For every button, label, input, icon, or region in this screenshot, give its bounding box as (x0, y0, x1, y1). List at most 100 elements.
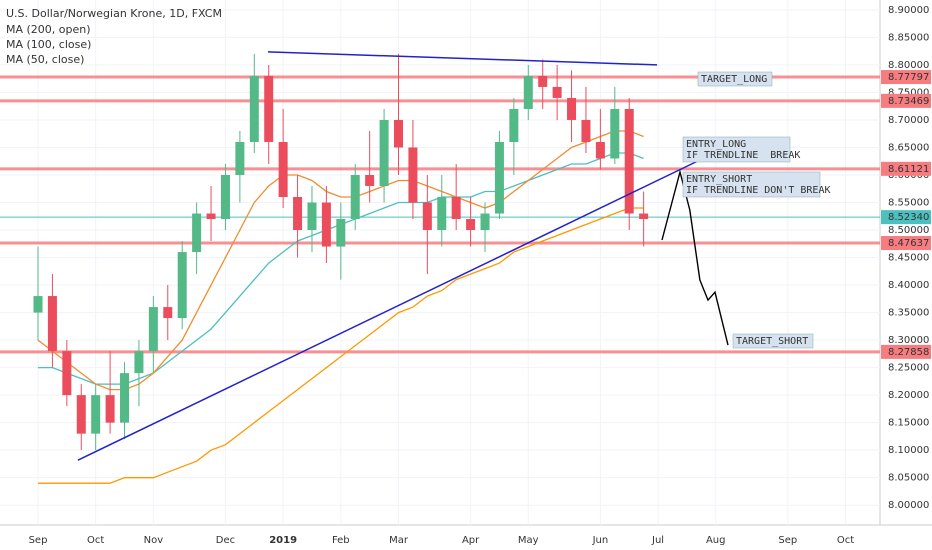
candle-body (350, 175, 360, 220)
y-tick-label: 8.30000 (888, 335, 929, 346)
y-tick-label: 8.70000 (888, 115, 929, 126)
candle-body (379, 119, 389, 187)
candle-body (321, 202, 331, 247)
y-tick-label: 8.80000 (888, 60, 929, 71)
x-tick-label: Oct (837, 535, 854, 546)
candle-body (552, 86, 562, 98)
candle-body (192, 213, 202, 253)
level-label: 8.27858 (888, 347, 929, 358)
x-tick-label: Mar (389, 535, 409, 546)
candle-body (365, 175, 375, 187)
candle-body (293, 197, 303, 231)
annotation-box (732, 333, 814, 349)
candle-body (105, 395, 115, 423)
candle-body (307, 202, 317, 231)
annotation-box (682, 171, 821, 198)
y-tick-label: 8.45000 (888, 253, 929, 264)
annotation-text: ENTRY_SHORT (686, 174, 752, 185)
y-tick-label: 8.10000 (888, 445, 929, 456)
candle-body (91, 395, 101, 434)
candle-body (523, 75, 533, 109)
x-tick-label: May (518, 535, 539, 546)
x-tick-label: Oct (87, 535, 104, 546)
x-tick-label: Feb (332, 535, 350, 546)
candle-body (581, 119, 591, 142)
y-tick-label: 8.25000 (888, 363, 929, 374)
last-price-label: 8.52340 (888, 212, 929, 223)
legend-entry: MA (100, close) (6, 38, 91, 51)
level-label-box (881, 236, 931, 251)
y-tick-label: 8.50000 (888, 225, 929, 236)
candle-body (422, 202, 432, 231)
y-tick-label: 8.20000 (888, 390, 929, 401)
legend: U.S. Dollar/Norwegian Krone, 1D, FXCM MA… (6, 7, 222, 66)
x-tick-label: Dec (216, 535, 235, 546)
y-tick-label: 8.35000 (888, 308, 929, 319)
candle-body (163, 307, 173, 319)
candle-body (610, 108, 620, 159)
candle-body (538, 75, 548, 87)
x-tick-label: Sep (778, 535, 797, 546)
candle-body (278, 141, 288, 198)
annotation-text: IF TRENDLINE BREAK (686, 150, 800, 161)
y-tick-label: 8.85000 (888, 32, 929, 43)
annotation-box (697, 71, 773, 87)
x-tick-label: 2019 (269, 535, 297, 546)
candle-body (595, 141, 605, 159)
x-tick-label: Apr (462, 535, 480, 546)
candle-body (394, 119, 403, 148)
level-label-box (881, 161, 931, 176)
level-label-box (881, 70, 931, 85)
candle-body (206, 213, 216, 220)
legend-entry: MA (50, close) (6, 53, 84, 66)
candle-body (249, 75, 259, 142)
candle-body (480, 213, 490, 231)
level-label-box (881, 93, 931, 108)
candle-body (336, 219, 346, 247)
level-label-box (881, 344, 931, 359)
x-tick-label: Sep (29, 535, 48, 546)
projection-path (661, 169, 729, 346)
x-tick-label: Aug (706, 535, 726, 546)
level-label: 8.47637 (888, 238, 929, 249)
trendline (267, 51, 658, 66)
candle-body (62, 351, 72, 396)
candle-body (624, 108, 634, 214)
candle-body (47, 296, 57, 352)
candle-body (235, 141, 245, 175)
candle-body (33, 296, 43, 313)
y-tick-label: 8.75000 (888, 87, 929, 98)
axes: 8.00000 8.05000 8.10000 8.15000 8.20000 8.250… (29, 5, 931, 546)
x-tick-label: Jul (651, 535, 664, 546)
x-tick-label: Jun (592, 535, 609, 546)
annotation-box (682, 136, 791, 163)
candle-body (148, 307, 158, 352)
trendline (77, 159, 701, 461)
candle-body (509, 108, 519, 142)
candle-body (466, 219, 476, 231)
last-price-box (881, 210, 931, 225)
candle-body (494, 141, 504, 214)
chart-title: U.S. Dollar/Norwegian Krone, 1D, FXCM (6, 7, 222, 20)
candle-body (437, 197, 447, 231)
legend-entry: MA (200, open) (6, 23, 91, 36)
candle-body (567, 97, 577, 120)
annotation-text: IF TRENDLINE DON'T BREAK (686, 185, 831, 196)
y-tick-label: 8.65000 (888, 142, 929, 153)
y-tick-label: 8.40000 (888, 280, 929, 291)
annotation-text: TARGET_LONG (701, 74, 767, 85)
candle-body (134, 351, 144, 374)
level-label: 8.77797 (888, 72, 929, 83)
annotation-text: ENTRY_LONG (686, 139, 746, 150)
candle-body (220, 175, 230, 220)
y-tick-label: 8.55000 (888, 198, 929, 209)
y-tick-label: 8.00000 (888, 500, 929, 511)
candle-body (177, 252, 187, 319)
x-tick-label: Nov (144, 535, 164, 546)
candle-body (639, 213, 649, 220)
y-tick-label: 8.05000 (888, 473, 929, 484)
y-tick-label: 8.15000 (888, 418, 929, 429)
